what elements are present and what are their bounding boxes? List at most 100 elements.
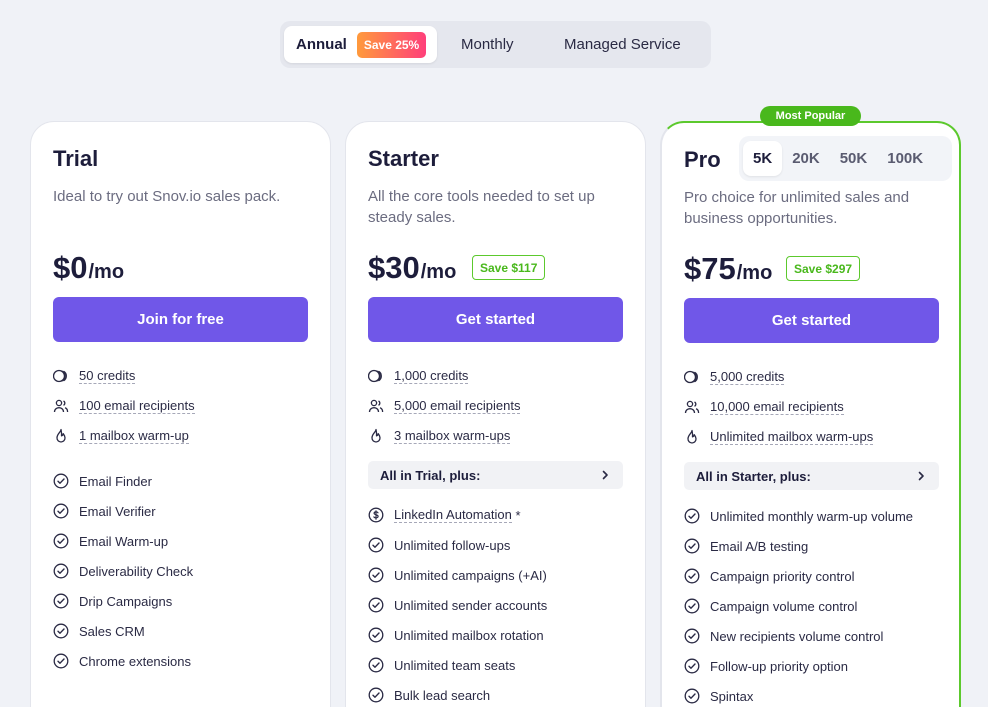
check-circle-icon	[368, 597, 384, 613]
feature-label: Bulk lead search	[394, 687, 491, 703]
check-circle-icon	[368, 687, 384, 703]
plan-title: Trial	[53, 146, 99, 171]
check-circle-icon	[368, 657, 384, 673]
feature-item: Unlimited follow-ups	[368, 535, 510, 555]
feature-item: Email Verifier	[53, 501, 156, 521]
feature-item: Email Warm-up	[53, 531, 168, 551]
tier-100k[interactable]: 100K	[887, 150, 924, 167]
plus-expander[interactable]: All in Trial, plus:	[368, 461, 623, 489]
feature-label: Unlimited follow-ups	[394, 537, 511, 553]
volume-tier-selector: 5K 20K 50K 100K	[739, 136, 952, 181]
feature-label: Email A/B testing	[710, 538, 809, 554]
credits-icon	[53, 368, 69, 384]
flame-icon	[368, 428, 384, 444]
plan-description: Pro choice for unlimited sales and busin…	[684, 189, 910, 227]
check-circle-icon	[368, 567, 384, 583]
plan-description: All the core tools needed to set up stea…	[368, 188, 595, 226]
plus-expander[interactable]: All in Starter, plus:	[684, 462, 939, 490]
feature-item: Sales CRM	[53, 621, 145, 641]
check-circle-icon	[53, 563, 69, 579]
feature-item: Email A/B testing	[684, 536, 808, 556]
feature-item: Chrome extensions	[53, 651, 191, 671]
limit-recipients: 100 email recipients	[53, 396, 195, 416]
tier-5k[interactable]: 5K	[743, 141, 783, 176]
limit-label[interactable]: 3 mailbox warm-ups	[394, 428, 511, 444]
saving-badge: Save $117	[472, 255, 546, 280]
feature-label: Drip Campaigns	[79, 593, 173, 609]
feature-item: Drip Campaigns	[53, 591, 172, 611]
asterisk-mark: *	[515, 507, 521, 523]
feature-label: Email Warm-up	[79, 533, 169, 549]
check-circle-icon	[684, 568, 700, 584]
check-circle-icon	[53, 503, 69, 519]
chevron-right-icon	[915, 470, 927, 482]
limit-label[interactable]: 5,000 credits	[710, 369, 785, 385]
tab-monthly[interactable]: Monthly	[461, 36, 514, 53]
check-circle-icon	[368, 537, 384, 553]
tab-managed-service[interactable]: Managed Service	[564, 36, 681, 53]
feature-label: New recipients volume control	[710, 628, 884, 644]
feature-item: Campaign volume control	[684, 596, 857, 616]
limit-label[interactable]: 100 email recipients	[79, 398, 195, 414]
check-circle-icon	[53, 473, 69, 489]
limit-credits: 1,000 credits	[368, 366, 469, 386]
feature-item: Campaign priority control	[684, 566, 855, 586]
check-circle-icon	[368, 627, 384, 643]
feature-item: Deliverability Check	[53, 561, 193, 581]
feature-item: Unlimited team seats	[368, 655, 515, 675]
feature-item: Unlimited campaigns (+AI)	[368, 565, 547, 585]
feature-item: Unlimited monthly warm-up volume	[684, 506, 913, 526]
join-for-free-button[interactable]: Join for free	[53, 297, 308, 342]
feature-item: Email Finder	[53, 471, 152, 491]
price-period: /mo	[420, 261, 457, 283]
check-circle-icon	[684, 538, 700, 554]
limit-label[interactable]: 5,000 email recipients	[394, 398, 521, 414]
price-period: /mo	[88, 261, 125, 283]
check-circle-icon	[53, 533, 69, 549]
tab-annual-label: Annual	[296, 36, 347, 53]
limit-label[interactable]: Unlimited mailbox warm-ups	[710, 429, 874, 445]
limit-label[interactable]: 1,000 credits	[394, 368, 469, 384]
flame-icon	[53, 428, 69, 444]
chevron-right-icon	[599, 469, 611, 481]
feature-item: New recipients volume control	[684, 626, 883, 646]
credits-icon	[684, 369, 700, 385]
limit-recipients: 10,000 email recipients	[684, 397, 844, 417]
feature-item: Unlimited sender accounts	[368, 595, 547, 615]
feature-item: Spintax	[684, 686, 753, 706]
get-started-button[interactable]: Get started	[368, 297, 623, 342]
plan-title: Pro	[684, 147, 721, 172]
price-period: /mo	[736, 262, 773, 284]
feature-label: Unlimited sender accounts	[394, 597, 548, 613]
feature-label: Unlimited monthly warm-up volume	[710, 508, 914, 524]
check-circle-icon	[684, 658, 700, 674]
limit-recipients: 5,000 email recipients	[368, 396, 521, 416]
feature-label: Sales CRM	[79, 623, 145, 639]
feature-label: Unlimited campaigns (+AI)	[394, 567, 547, 583]
billing-toggle: Annual Save 25% Monthly Managed Service	[280, 21, 711, 68]
limit-warmup: Unlimited mailbox warm-ups	[684, 427, 874, 447]
users-icon	[684, 399, 700, 415]
credits-icon	[368, 368, 384, 384]
feature-item: Bulk lead search	[368, 685, 490, 705]
tab-annual[interactable]: Annual Save 25%	[284, 26, 437, 63]
limit-warmup: 3 mailbox warm-ups	[368, 426, 511, 446]
limit-label[interactable]: 10,000 email recipients	[710, 399, 844, 415]
tier-50k[interactable]: 50K	[839, 150, 868, 167]
feature-label[interactable]: LinkedIn Automation	[394, 507, 512, 523]
tier-20k[interactable]: 20K	[792, 150, 820, 167]
feature-label: Campaign volume control	[710, 598, 858, 614]
limit-label[interactable]: 50 credits	[79, 368, 136, 384]
most-popular-badge: Most Popular	[760, 106, 861, 126]
feature-label: Follow-up priority option	[710, 658, 849, 674]
check-circle-icon	[684, 598, 700, 614]
users-icon	[368, 398, 384, 414]
limit-label[interactable]: 1 mailbox warm-up	[79, 428, 189, 444]
check-circle-icon	[684, 688, 700, 704]
feature-item: Unlimited mailbox rotation	[368, 625, 544, 645]
get-started-button[interactable]: Get started	[684, 298, 939, 343]
saving-badge: Save $297	[786, 256, 861, 281]
plus-label: All in Trial, plus:	[380, 467, 481, 483]
check-circle-icon	[53, 623, 69, 639]
feature-label: Campaign priority control	[710, 568, 855, 584]
